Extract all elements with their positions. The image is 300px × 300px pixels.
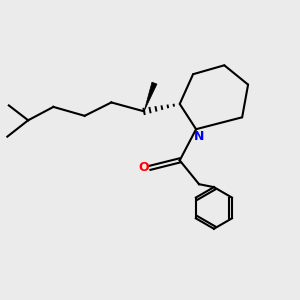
Text: O: O [138, 161, 149, 174]
Polygon shape [144, 82, 157, 111]
Text: N: N [194, 130, 204, 143]
